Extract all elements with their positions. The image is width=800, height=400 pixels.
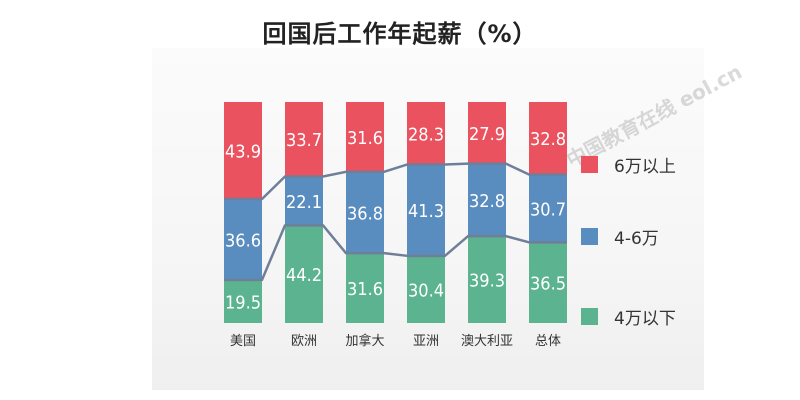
legend-label: 4万以下	[614, 309, 676, 329]
data-label: 39.3	[469, 271, 505, 292]
data-label: 30.7	[530, 199, 566, 220]
bar-segment	[468, 163, 506, 237]
legend-label: 4-6万	[614, 229, 659, 249]
data-label: 41.3	[408, 201, 444, 222]
bar-segment	[346, 171, 384, 254]
data-label: 31.6	[347, 279, 383, 300]
data-label: 36.5	[530, 274, 566, 295]
data-label: 28.3	[408, 124, 444, 145]
data-label: 31.6	[347, 128, 383, 149]
data-label: 30.4	[408, 280, 444, 301]
legend-swatch	[581, 228, 598, 245]
data-label: 36.8	[347, 204, 383, 225]
legend-swatch	[581, 308, 598, 325]
bar-segment	[285, 102, 323, 177]
category-label: 欧洲	[291, 334, 317, 349]
data-label: 36.6	[225, 230, 261, 251]
data-label: 19.5	[225, 292, 261, 313]
bar-segment	[224, 199, 262, 280]
legend-label: 6万以上	[614, 157, 676, 177]
bar-segment	[285, 225, 323, 323]
category-label: 亚洲	[413, 334, 439, 349]
data-label: 43.9	[225, 142, 261, 163]
bar-segment	[468, 102, 506, 164]
category-label: 美国	[230, 334, 256, 349]
connector-line	[224, 162, 567, 201]
connector-line	[224, 224, 567, 282]
legend-swatch	[581, 156, 598, 173]
bar-segment	[468, 236, 506, 323]
bar-segment	[224, 279, 262, 323]
data-label: 44.2	[286, 265, 322, 286]
category-label: 加拿大	[345, 333, 384, 349]
data-label: 33.7	[286, 130, 322, 151]
bar-segment	[529, 102, 567, 175]
data-label: 32.8	[469, 191, 505, 212]
chart-title: 回国后工作年起薪（%）	[262, 20, 538, 48]
bar-segment	[224, 102, 262, 200]
bar-segment	[346, 102, 384, 172]
bar-segment	[285, 176, 323, 226]
data-label: 22.1	[286, 192, 322, 213]
bar-segment	[529, 242, 567, 323]
bar-segment	[346, 253, 384, 323]
data-label: 27.9	[469, 124, 505, 145]
bar-segment	[407, 102, 445, 165]
bar-segment	[529, 174, 567, 243]
bar-segment	[407, 255, 445, 323]
bar-segment	[407, 164, 445, 256]
category-label: 澳大利亚	[461, 333, 513, 349]
category-label: 总体	[535, 334, 561, 349]
data-label: 32.8	[530, 129, 566, 150]
